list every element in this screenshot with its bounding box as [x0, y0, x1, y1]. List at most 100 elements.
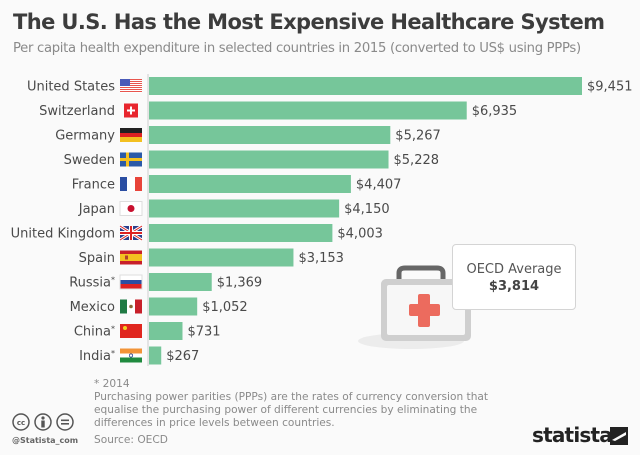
flag-part: [123, 326, 127, 330]
nd-icon[interactable]: [56, 413, 74, 431]
value-label: $6,935: [472, 104, 518, 119]
chart-subtitle: Per capita health expenditure in selecte…: [13, 41, 581, 56]
statista-logo-icon: [610, 427, 628, 445]
bars-group: United States $9,451 Switzerland $6,935 Germ…: [11, 77, 633, 365]
flag-part: [120, 85, 142, 86]
bar: [149, 101, 467, 120]
value-label: $1,052: [202, 300, 248, 315]
cc-icon[interactable]: cc: [12, 413, 30, 431]
oecd-average-callout: OECD Average $3,814: [452, 244, 576, 310]
flag-part: [120, 89, 142, 90]
flag-part: [120, 79, 130, 86]
flag-part: [120, 86, 142, 87]
value-label: $4,150: [344, 202, 390, 217]
statista-handle[interactable]: @Statista_com: [12, 436, 79, 445]
oecd-average-label: OECD Average: [466, 262, 562, 277]
flag-part: [120, 284, 142, 289]
svg-text:cc: cc: [17, 419, 25, 427]
value-label: $5,228: [394, 153, 440, 168]
flag-part: [120, 137, 142, 142]
switzerland-flag-icon: [124, 103, 138, 118]
flag-part: [120, 90, 142, 91]
flag-part: [120, 88, 142, 89]
flag-part: [120, 79, 142, 80]
flag-part: [120, 81, 142, 82]
flag-part: [120, 299, 127, 314]
category-label: France: [72, 178, 115, 193]
flag-part: [120, 84, 142, 85]
source-text: Source: OECD: [94, 434, 168, 446]
flag-part: [120, 348, 142, 354]
bar: [149, 77, 582, 95]
flag-part: [127, 205, 135, 212]
bar: [149, 346, 162, 365]
flag-part: [120, 232, 142, 234]
bar: [149, 273, 212, 291]
value-label: $9,451: [587, 80, 633, 95]
category-label: Switzerland: [39, 104, 115, 119]
chart-title: The U.S. Has the Most Expensive Healthca…: [13, 10, 605, 34]
bar-row: Sweden $5,228: [64, 150, 440, 169]
france-flag-icon: [120, 177, 142, 191]
bar-row: United Kingdom $4,003: [11, 224, 383, 242]
bar-row: Mexico $1,052: [70, 297, 248, 316]
category-label: Sweden: [64, 153, 115, 168]
value-label: $1,369: [217, 276, 262, 291]
value-label: $731: [187, 325, 220, 340]
flag-part: [120, 261, 142, 265]
value-label: $4,003: [337, 227, 383, 242]
bar-row: Spain $3,153: [79, 248, 344, 267]
flag-part: [120, 250, 142, 254]
statista-logo[interactable]: statista: [532, 423, 613, 447]
flag-part: [120, 83, 142, 84]
bar-chart: United States $9,451 Switzerland $6,935 Germ…: [11, 74, 633, 366]
flag-part: [120, 158, 142, 161]
category-label: Spain: [79, 251, 115, 266]
category-label: Russia*: [69, 276, 115, 291]
flag-part: [120, 280, 142, 284]
india-flag-icon: [120, 348, 142, 363]
bar-row: France $4,407: [72, 175, 402, 193]
us-flag-icon: [120, 79, 142, 93]
bar: [149, 322, 183, 340]
flag-part: [120, 357, 142, 363]
flag-part: [135, 177, 142, 191]
china-flag-icon: [120, 324, 142, 338]
flag-part: [135, 299, 142, 314]
russia-flag-icon: [119, 274, 143, 290]
by-icon[interactable]: [34, 413, 52, 431]
bar-row: China* $731: [74, 322, 221, 340]
flag-part: [120, 128, 142, 133]
flag-part: [120, 87, 142, 88]
flag-part: [125, 255, 128, 260]
flag-border: [119, 201, 143, 216]
bar: [149, 175, 351, 193]
flag-part: [120, 353, 142, 358]
license-icons[interactable]: cc: [12, 413, 82, 433]
value-label: $3,153: [298, 251, 344, 266]
flag-part: [120, 275, 142, 280]
bar-row: India* $267: [79, 346, 199, 365]
uk-flag-icon: [119, 224, 143, 242]
flag-part: [120, 133, 142, 137]
flag-part: [129, 304, 133, 309]
flag-border: [119, 274, 143, 290]
category-label: India*: [79, 349, 115, 364]
japan-flag-icon: [119, 201, 143, 216]
category-label: United Kingdom: [11, 227, 115, 242]
category-label: China*: [74, 325, 115, 340]
flag-part: [120, 91, 142, 92]
flag-part: [120, 254, 142, 261]
oecd-average-value: $3,814: [488, 279, 540, 294]
category-label: United States: [27, 80, 115, 95]
footnote: * 2014 Purchasing power parities (PPPs) …: [94, 378, 524, 447]
bar: [149, 126, 391, 144]
footnote-year-note: * 2014: [94, 378, 130, 390]
value-label: $4,407: [356, 178, 402, 193]
germany-flag-icon: [120, 128, 142, 142]
value-label: $5,267: [395, 129, 441, 144]
value-label: $267: [166, 349, 199, 364]
flag-part: [120, 82, 142, 83]
footnote-description: Purchasing power parities (PPPs) are the…: [94, 391, 489, 429]
bar: [149, 248, 294, 267]
